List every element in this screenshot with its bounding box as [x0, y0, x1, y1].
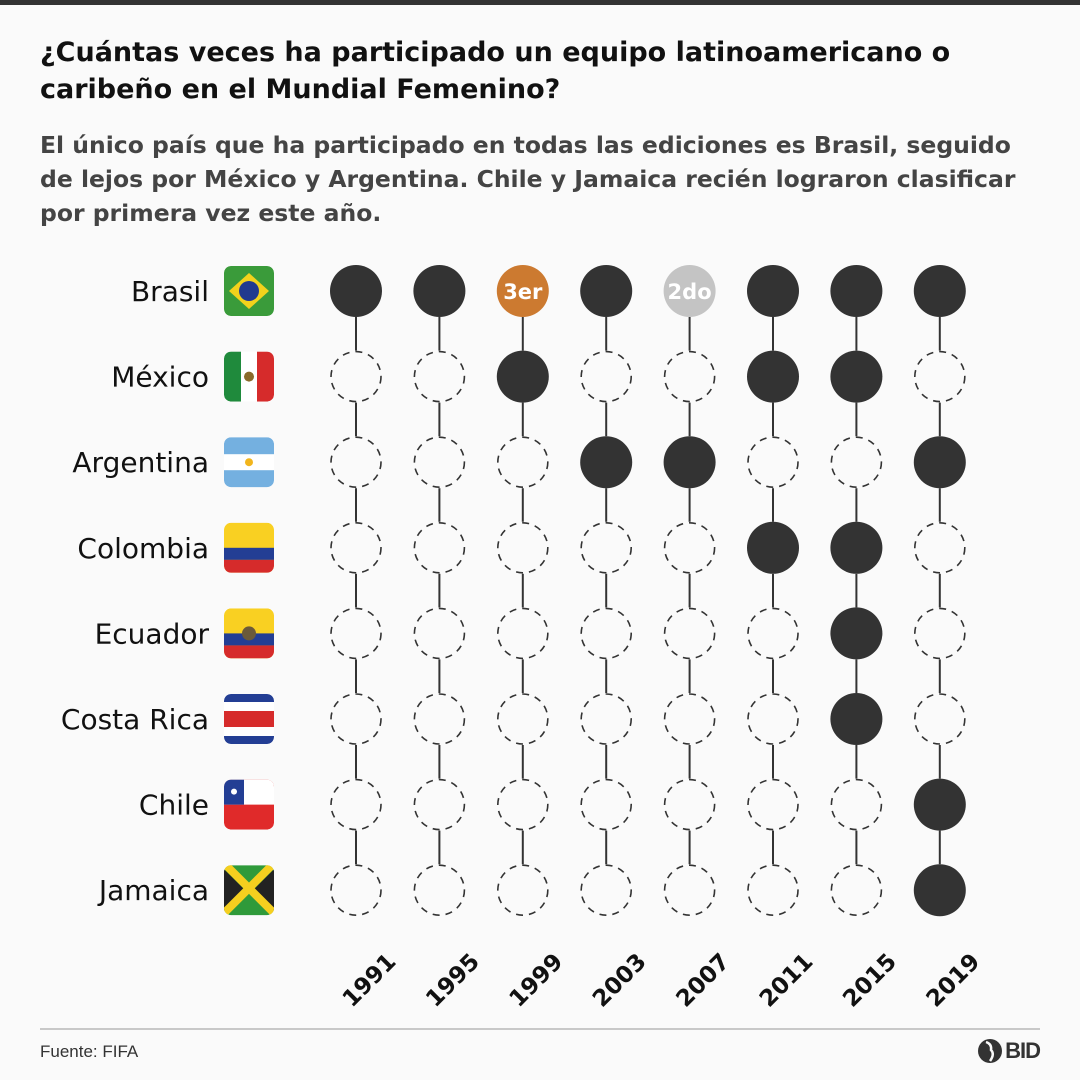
participation-dot [830, 350, 883, 403]
bid-logo: BID [977, 1038, 1041, 1064]
empty-dot [413, 350, 466, 403]
empty-dot [413, 693, 466, 745]
empty-dot [830, 778, 883, 831]
top-bar [0, 0, 1080, 5]
empty-dot [330, 693, 382, 745]
country-label: Costa Rica [61, 703, 209, 736]
empty-dot [663, 693, 716, 745]
participation-dot [830, 693, 883, 745]
country-label: Brasil [131, 275, 209, 308]
empty-dot [413, 607, 466, 660]
participation-dot [747, 350, 799, 403]
placement-label: 3er [503, 280, 543, 304]
empty-dot [330, 436, 382, 489]
empty-dot [747, 436, 799, 489]
participation-dot [913, 436, 966, 489]
jamaica-flag-icon [224, 865, 274, 916]
empty-dot [330, 864, 382, 917]
participation-dot [830, 607, 883, 660]
empty-dot [913, 521, 966, 574]
empty-dot [663, 778, 716, 831]
chart-title: ¿Cuántas veces ha participado un equipo … [40, 37, 951, 105]
participation-dot [747, 521, 799, 574]
source-note: Fuente: FIFA [40, 1042, 139, 1061]
empty-dot [496, 864, 549, 917]
empty-dot [830, 864, 883, 917]
empty-dot [580, 607, 633, 660]
participation-dot [580, 436, 633, 489]
empty-dot [580, 693, 633, 745]
year-label: 2003 [588, 949, 652, 1013]
empty-dot [330, 350, 382, 403]
empty-dot [913, 350, 966, 403]
year-label: 1991 [338, 949, 402, 1013]
costa-rica-flag-icon [224, 694, 274, 744]
participation-dot [913, 864, 966, 917]
argentina-flag-icon [224, 437, 274, 488]
empty-dot [496, 436, 549, 489]
year-label: 2015 [838, 949, 902, 1013]
empty-dot [330, 607, 382, 660]
participation-dot [830, 265, 883, 317]
participation-dot [496, 350, 549, 403]
footer-divider [40, 1028, 1040, 1030]
country-label: Jamaica [97, 874, 209, 907]
year-label: 1999 [505, 949, 569, 1013]
globe-logo-icon [978, 1039, 1003, 1063]
empty-dot [496, 521, 549, 574]
participation-dot [830, 521, 883, 574]
empty-dot [496, 778, 549, 831]
mexico-flag-icon [224, 351, 274, 402]
empty-dot [580, 350, 633, 403]
empty-dot [747, 864, 799, 917]
participation-dot [330, 265, 382, 317]
placement-label: 2do [668, 280, 712, 304]
empty-dot [413, 436, 466, 489]
empty-dot [663, 350, 716, 403]
empty-dot [413, 778, 466, 831]
year-label: 2019 [922, 949, 986, 1013]
empty-dot [413, 521, 466, 574]
country-label: Ecuador [95, 617, 210, 650]
empty-dot [413, 864, 466, 917]
empty-dot [663, 607, 716, 660]
ecuador-flag-icon [224, 608, 274, 659]
participation-dot [663, 265, 716, 317]
participation-dot [413, 265, 466, 317]
empty-dot [580, 521, 633, 574]
logo-text: BID [1005, 1038, 1041, 1063]
country-label: Colombia [77, 532, 209, 565]
empty-dot [663, 864, 716, 917]
chart-subtitle: El único país que ha participado en toda… [40, 131, 1016, 227]
empty-dot [496, 693, 549, 745]
empty-dot [330, 521, 382, 574]
empty-dot [663, 521, 716, 574]
participation-dot [913, 778, 966, 831]
empty-dot [580, 778, 633, 831]
year-label: 2007 [671, 949, 735, 1013]
empty-dot [747, 693, 799, 745]
empty-dot [330, 778, 382, 831]
empty-dot [913, 693, 966, 745]
country-label: México [111, 361, 209, 394]
empty-dot [747, 778, 799, 831]
participation-dot [663, 436, 716, 489]
year-label: 2011 [755, 949, 819, 1013]
year-label: 1995 [421, 949, 485, 1013]
empty-dot [496, 607, 549, 660]
participation-dot [747, 265, 799, 317]
brazil-flag-icon [224, 266, 274, 316]
participation-dot [580, 265, 633, 317]
colombia-flag-icon [224, 522, 274, 573]
empty-dot [747, 607, 799, 660]
empty-dot [913, 607, 966, 660]
empty-dot [830, 436, 883, 489]
empty-dot [580, 864, 633, 917]
country-label: Argentina [72, 446, 209, 479]
chile-flag-icon [224, 779, 274, 830]
participation-dot [496, 265, 549, 317]
country-label: Chile [139, 789, 209, 822]
participation-dot [913, 265, 966, 317]
